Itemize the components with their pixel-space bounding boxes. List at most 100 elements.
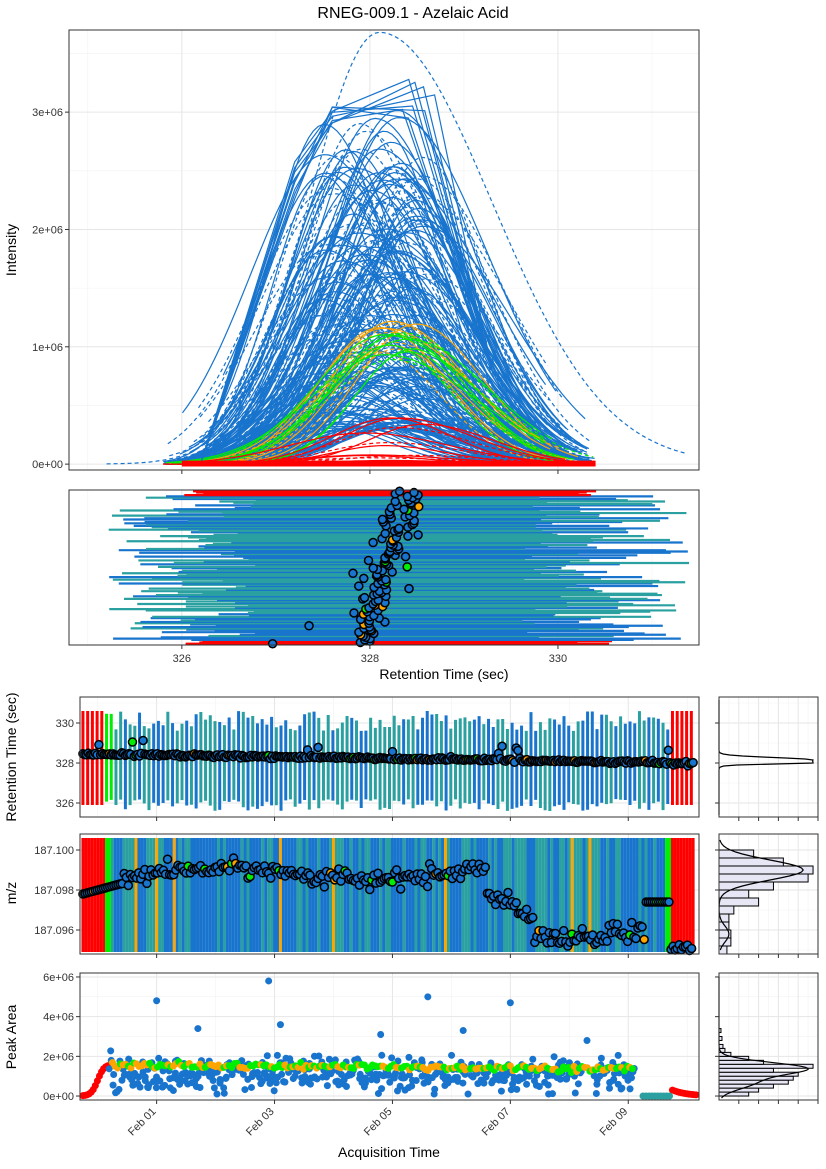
rt-apex-point: [377, 514, 388, 525]
eic-trace-blue: [177, 190, 588, 465]
eic-trace-blue: [190, 279, 553, 462]
rt-apex-point: [349, 608, 359, 618]
mz-time-point: [631, 933, 641, 944]
art-xtick-label: Feb 03: [244, 1106, 277, 1139]
mz-time-point: [612, 919, 623, 930]
mz-histogram-panel: [715, 833, 819, 958]
eic-trace-blue: [175, 392, 566, 465]
mz-time-point: [391, 865, 402, 875]
eic-trace-blue: [211, 179, 556, 447]
area-point: [529, 1055, 537, 1063]
art-xtick-label: Feb 09: [598, 1106, 631, 1139]
area-outlier-point: [276, 1021, 284, 1029]
eic-trace-blue: [184, 228, 566, 460]
mz-time-point: [162, 854, 173, 864]
area-point: [480, 1079, 488, 1087]
area-point: [408, 1082, 416, 1090]
eic-trace-blue: [202, 155, 561, 465]
area-point: [156, 1077, 164, 1085]
rtr-xtick-label: 330: [549, 653, 567, 665]
eic-trace-orange: [188, 348, 584, 465]
area-point: [618, 1084, 626, 1092]
area-point: [241, 1086, 249, 1094]
rt-apex-point: [402, 562, 412, 572]
rt-apex-point: [267, 638, 278, 649]
area-point: [592, 1090, 600, 1098]
art-ytick-label: 4e+06: [43, 1012, 74, 1024]
area-point-qc: [297, 1059, 305, 1067]
eic-ytick-label: 1e+06: [32, 342, 63, 354]
mz-time-point: [305, 870, 315, 880]
eic-trace-green: [187, 334, 545, 463]
mz-time-point: [395, 884, 406, 894]
mz-time-point: [528, 912, 538, 923]
eic-trace-red: [194, 432, 543, 463]
eic-trace-blue: [167, 193, 540, 455]
area-point: [388, 1054, 396, 1062]
area-point: [263, 1052, 271, 1060]
area-point: [323, 1082, 331, 1090]
mz-time-point: [365, 884, 375, 895]
mz-time-point: [637, 922, 647, 932]
area-point: [513, 1085, 521, 1093]
area-point: [109, 1081, 117, 1089]
area-point: [171, 1069, 179, 1077]
rt-vs-time-panel: 326 328 330: [56, 696, 700, 821]
rt-apex-point: [404, 583, 414, 594]
mzh-frame: [718, 833, 819, 955]
art-xtick-label: Feb 07: [480, 1106, 513, 1139]
area-point: [597, 1054, 605, 1062]
mz-histogram-bar: [718, 881, 774, 891]
rtr-xtick-label: 328: [361, 653, 379, 665]
area-outlier-point: [153, 997, 161, 1005]
art-ytick-label: 0e+00: [43, 1091, 74, 1103]
art-frame: [79, 972, 700, 1101]
rtr-frame: [68, 489, 700, 646]
area-point: [161, 1081, 169, 1089]
area-point: [361, 1074, 369, 1082]
rt-apex-point: [354, 581, 364, 591]
area-point: [544, 1081, 552, 1089]
mz-time-point: [558, 925, 569, 936]
area-point: [628, 1074, 636, 1082]
rt-apex-point: [368, 563, 379, 573]
area-point: [107, 1047, 115, 1055]
mz-y-label: m/z: [3, 882, 19, 905]
area-histogram-bar: [718, 1079, 789, 1085]
rt-time-point: [513, 745, 523, 756]
rt-apex-point: [390, 496, 400, 507]
rt-time-point: [94, 739, 104, 750]
rt-apex-point: [304, 621, 314, 631]
area-point: [291, 1072, 299, 1080]
mzt-ytick-label: 187.096: [34, 925, 74, 937]
area-point-qc: [570, 1062, 578, 1070]
mz-time-point: [664, 897, 674, 907]
rt-time-point: [313, 742, 323, 753]
art-ytick-label: 6e+06: [43, 972, 74, 984]
area-point: [152, 1084, 160, 1092]
area-point: [574, 1080, 582, 1088]
area-point: [362, 1079, 370, 1087]
area-point: [141, 1073, 149, 1081]
eic-trace-orange: [181, 351, 577, 465]
eic-trace-blue: [213, 201, 590, 465]
eic-trace-green: [207, 334, 575, 463]
rtt-ytick-label: 328: [56, 758, 74, 770]
rt-range-x-label: Retention Time (sec): [379, 666, 508, 682]
area-outlier-point: [194, 1025, 202, 1033]
mz-time-point: [521, 904, 532, 915]
area-point: [431, 1085, 439, 1093]
eic-trace-blue: [208, 167, 549, 438]
mz-histogram-bar: [718, 857, 784, 867]
mz-histogram-bar: [718, 945, 728, 955]
rt-apex-point: [409, 487, 419, 498]
area-y-label: Peak Area: [3, 1004, 19, 1069]
mz-time-point: [602, 936, 612, 947]
area-point: [406, 1071, 414, 1079]
rt-apex-point: [413, 501, 424, 512]
area-point: [459, 1079, 467, 1087]
area-outlier-point: [583, 1036, 591, 1044]
rt-apex-point: [400, 551, 411, 562]
area-point: [313, 1075, 321, 1083]
area-point: [281, 1078, 289, 1086]
